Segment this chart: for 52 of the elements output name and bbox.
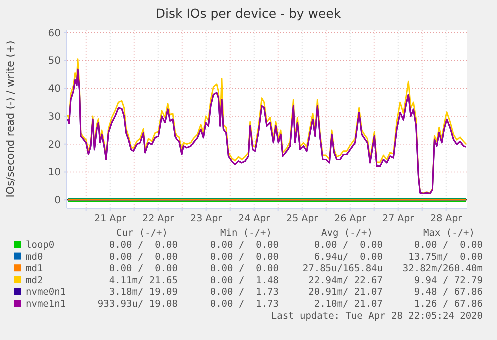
text: 0.00 / 0.00 [109,252,178,263]
text: 20.91m/ 21.07 [308,287,383,298]
text: 9.94 / 72.79 [414,275,484,286]
text: Min (-/+) [220,228,272,239]
text: 0.00 / 0.00 [210,240,280,251]
x-tick-label: 22 Apr [142,214,174,224]
x-tick-label: 27 Apr [382,214,414,224]
x-tick-label: 24 Apr [238,214,270,224]
text: 0.00 / 0.00 [109,264,178,275]
x-tick-label: 26 Apr [334,214,366,224]
text: 2.10m/ 21.07 [314,299,383,310]
y-axis-title: IOs/second read (-) / write (+) [5,40,17,198]
text: 0.00 / 1.73 [210,287,279,298]
y-tick-label: 0 [54,196,61,207]
legend-label: nvme0n1 [26,287,66,298]
legend-label: md0 [26,252,44,263]
text: 13.75m/ 0.00 [408,252,484,263]
text: 4.11m/ 21.65 [109,275,178,286]
x-tick-label: 23 Apr [190,214,222,224]
text: 0.00 / 0.00 [210,264,280,275]
text: 0.00 / 0.00 [210,252,280,263]
legend-label: md1 [26,264,44,275]
chart-title: Disk IOs per device - by week [156,6,342,21]
text: 27.85u/165.84u [302,264,383,275]
text: Max (-/+) [424,228,475,239]
x-tick-label: 28 Apr [430,214,462,224]
y-tick-label: 30 [48,112,61,123]
text: 933.93u/ 19.08 [98,299,178,310]
text: Cur (-/+) [116,228,168,239]
y-tick-label: 10 [48,168,61,179]
legend-label: md2 [26,275,44,286]
text: 0.00 / 0.00 [414,240,484,251]
text: 3.18m/ 19.09 [109,287,178,298]
y-tick-label: 50 [48,56,61,68]
text: 1.26 / 67.86 [414,299,484,310]
text: 0.00 / 1.73 [210,299,279,310]
text: 9.48 / 67.86 [414,287,484,298]
y-tick-label: 60 [48,28,61,40]
text: 6.94u/ 0.00 [314,252,384,263]
text: 22.94m/ 22.67 [308,275,383,286]
text: Last update: Tue Apr 28 22:05:24 2020 [271,310,484,322]
text: 0.00 / 1.48 [210,275,280,286]
legend-label: loop0 [26,240,55,251]
y-tick-label: 20 [48,140,61,151]
text: 0.00 / 0.00 [109,240,178,251]
text: 0.00 / 0.00 [314,240,384,251]
text: Avg (-/+) [322,228,373,239]
x-tick-label: 21 Apr [94,214,126,224]
legend-label: nvme1n1 [26,299,66,310]
x-tick-label: 25 Apr [286,214,318,224]
y-tick-label: 40 [48,84,61,96]
text: 32.82m/260.40m [402,264,484,275]
